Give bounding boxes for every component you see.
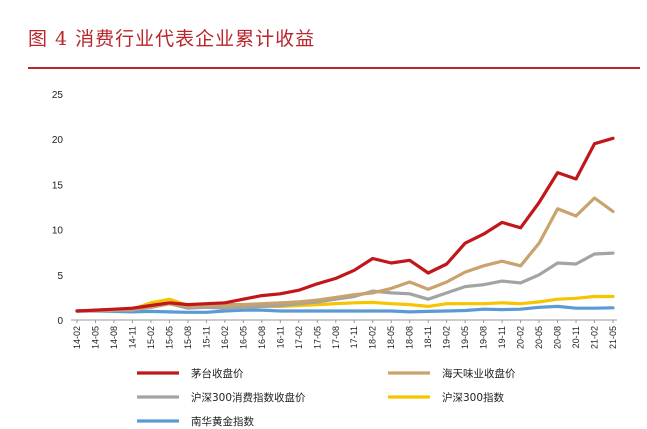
x-tick-label: 17-05 <box>312 326 322 349</box>
x-tick-label: 21-02 <box>590 326 600 349</box>
series-line-3 <box>75 294 615 313</box>
x-tick-label: 15-05 <box>164 326 174 349</box>
series-line-0 <box>75 136 615 313</box>
x-tick-label: 20-08 <box>553 326 563 349</box>
x-tick-label: 18-11 <box>423 326 433 348</box>
x-tick-label: 19-08 <box>479 326 489 349</box>
y-axis-ticks: 0 5 10 15 20 25 <box>52 90 64 327</box>
x-tick-label: 19-05 <box>460 326 470 349</box>
series-line-1 <box>75 196 615 313</box>
legend-label-1: 海天味业收盘价 <box>442 367 516 380</box>
x-tick-label: 15-02 <box>146 326 156 349</box>
x-tick-label: 14-08 <box>109 326 119 349</box>
series-line-4 <box>75 304 615 314</box>
figure-title: 图 4 消费行业代表企业累计收益 <box>28 28 316 50</box>
y-tick-label: 5 <box>57 271 63 282</box>
legend-label-3: 沪深300指数 <box>442 391 505 404</box>
y-tick-label: 20 <box>52 135 64 146</box>
x-tick-label: 18-02 <box>368 326 378 349</box>
x-tick-label: 17-02 <box>294 326 304 349</box>
x-tick-label: 19-02 <box>442 326 452 349</box>
y-tick-label: 0 <box>57 316 63 327</box>
x-tick-label: 21-05 <box>608 326 618 349</box>
legend-label-4: 南华黄金指数 <box>191 415 254 428</box>
x-tick-label: 17-11 <box>349 326 359 348</box>
x-tick-label: 15-11 <box>201 326 211 348</box>
title-divider <box>28 67 640 69</box>
x-tick-label: 19-11 <box>497 326 507 348</box>
x-tick-label: 20-11 <box>571 326 581 348</box>
x-tick-label: 16-11 <box>275 326 285 348</box>
x-tick-label: 20-02 <box>516 326 526 349</box>
x-tick-label: 14-11 <box>127 326 137 348</box>
y-tick-label: 25 <box>52 90 64 101</box>
y-tick-label: 10 <box>52 226 64 237</box>
x-tick-label: 20-05 <box>534 326 544 349</box>
legend-label-2: 沪深300消费指数收盘价 <box>191 391 306 404</box>
legend-label-0: 茅台收盘价 <box>191 367 244 380</box>
x-tick-label: 14-02 <box>72 326 82 349</box>
series-lines <box>75 136 615 314</box>
x-tick-label: 16-05 <box>238 326 248 349</box>
x-tick-label: 18-08 <box>405 326 415 349</box>
y-tick-label: 15 <box>52 180 64 191</box>
x-tick-label: 17-08 <box>331 326 341 349</box>
x-tick-label: 18-05 <box>386 326 396 349</box>
x-tick-label: 14-05 <box>90 326 100 349</box>
x-tick-label: 16-08 <box>257 326 267 349</box>
x-axis-ticks: 14-02 14-05 14-08 14-11 15-02 15-05 15-08 15-11… <box>72 320 618 349</box>
x-tick-label: 15-08 <box>183 326 193 349</box>
x-tick-label: 16-02 <box>220 326 230 349</box>
